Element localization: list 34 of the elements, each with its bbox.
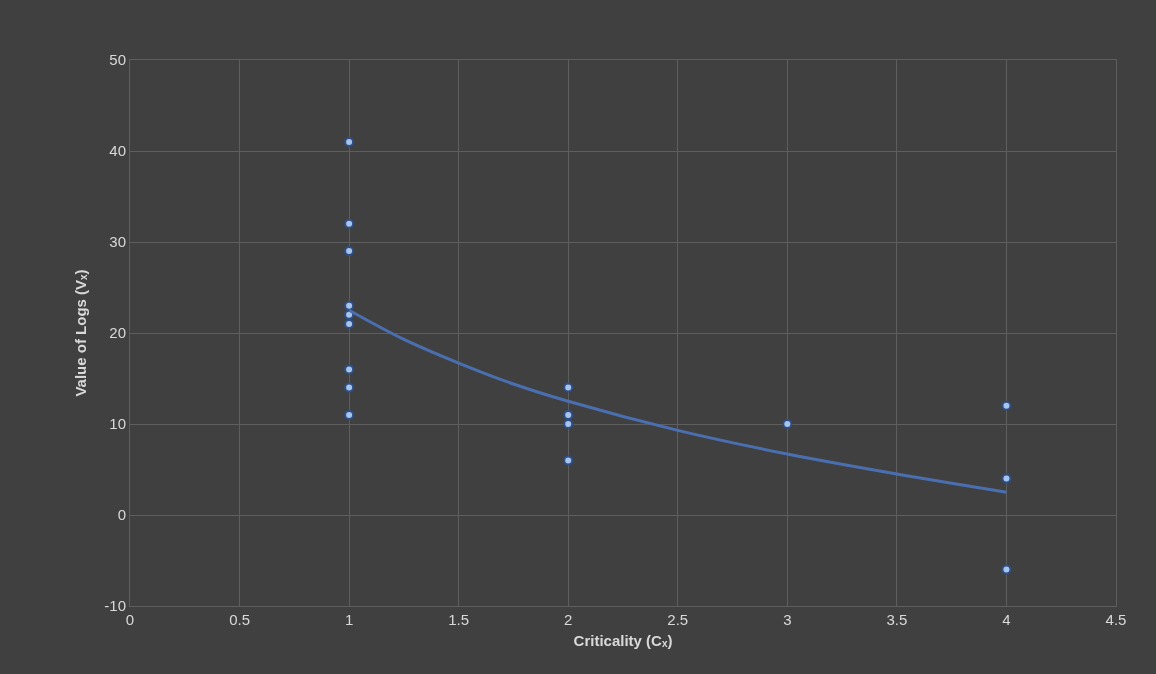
point: [563, 419, 574, 429]
x-tick-label: 4: [1002, 611, 1011, 628]
point: [344, 318, 355, 329]
y-tick-label: 10: [109, 415, 126, 433]
point: [1001, 564, 1012, 575]
point: [782, 419, 793, 429]
x-tick-label: 4.5: [1105, 611, 1127, 628]
point: [344, 136, 355, 147]
y-tick-label: -10: [104, 597, 126, 615]
y-tick-label: 30: [109, 233, 126, 251]
x-tick-label: 0.5: [229, 611, 250, 628]
point: [344, 409, 355, 420]
point: [563, 382, 574, 393]
y-tick-label: 50: [109, 51, 126, 69]
y-tick-label: 20: [109, 324, 126, 342]
x-tick-label: 2: [564, 611, 573, 628]
point: [344, 300, 355, 311]
x-tick-label: 3.5: [886, 611, 908, 628]
point: [1001, 400, 1012, 411]
x-tick-label: 2.5: [667, 611, 689, 628]
point: [344, 364, 355, 375]
x-axis-title: Criticality (Cₓ): [573, 632, 673, 649]
x-tick-label: 1: [344, 611, 354, 628]
y-tick-label: 40: [109, 142, 126, 160]
point: [1001, 473, 1012, 484]
y-axis-title: Value of Logs (Vₓ): [71, 269, 89, 397]
x-tick-label: 1.5: [448, 611, 470, 628]
x-tick-label: 3: [783, 611, 792, 628]
point: [563, 409, 574, 420]
point: [563, 455, 574, 466]
point: [344, 218, 355, 229]
point: [344, 246, 355, 257]
point: [344, 382, 355, 393]
y-tick-label: 0: [117, 506, 126, 524]
